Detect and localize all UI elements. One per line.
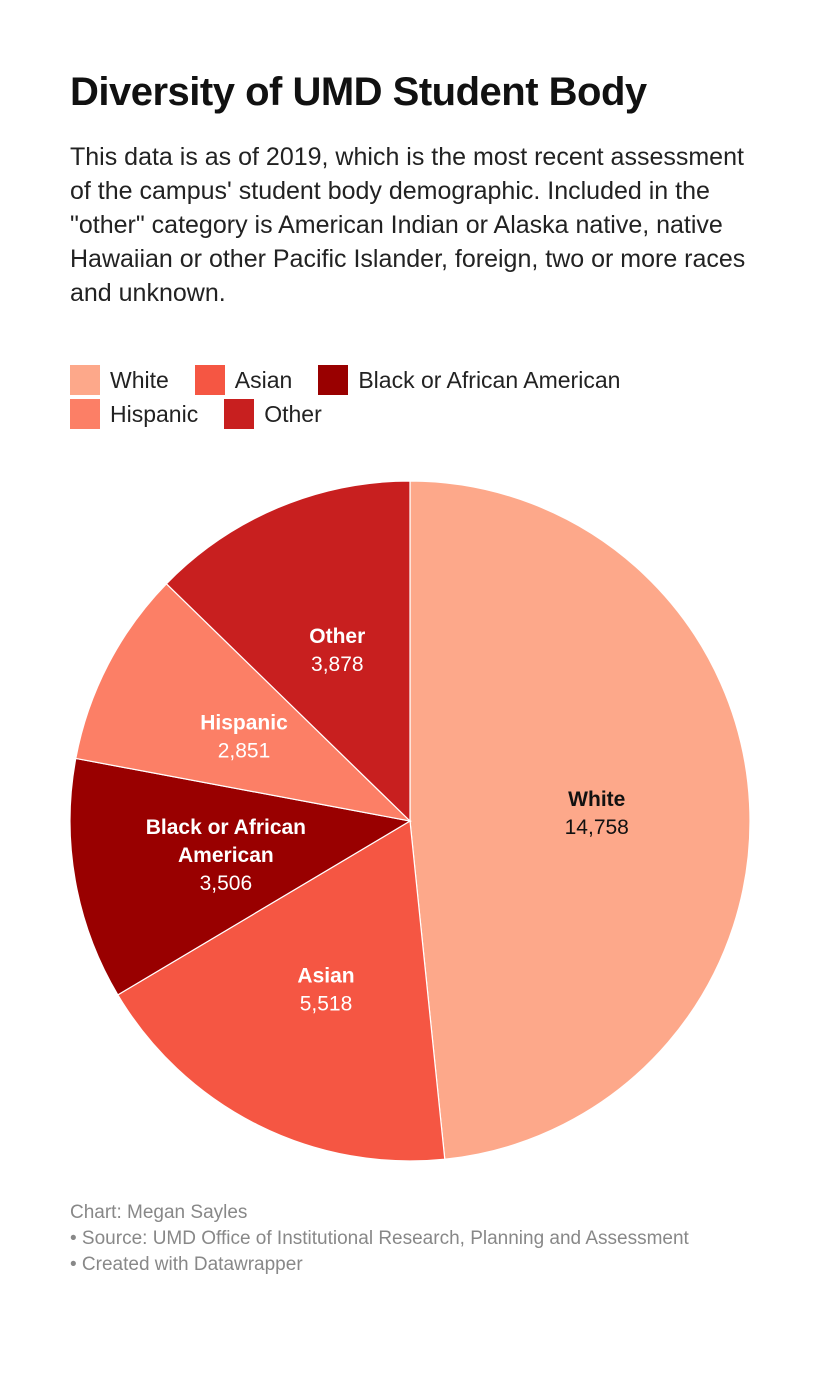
- slice-value-white: 14,758: [565, 816, 629, 839]
- chart-description: This data is as of 2019, which is the mo…: [70, 143, 746, 307]
- legend: White Asian Black or African American Hi…: [70, 363, 770, 431]
- legend-label-white: White: [110, 366, 169, 393]
- footer-source: • Source: UMD Office of Institutional Re…: [70, 1228, 689, 1249]
- slice-value-other: 3,878: [311, 653, 364, 676]
- legend-swatch-white: [70, 365, 100, 395]
- pie-slice-black: [69, 757, 412, 996]
- legend-swatch-hispanic: [70, 399, 100, 429]
- legend-row: White Asian Black or African American: [70, 363, 770, 397]
- legend-row: Hispanic Other: [70, 397, 770, 431]
- slice-label-other: Other: [309, 625, 365, 648]
- pie-slice-hispanic: [75, 582, 412, 822]
- slice-value-hispanic: 2,851: [218, 739, 271, 762]
- chart-footer: Chart: Megan Sayles • Source: UMD Office…: [70, 1200, 710, 1278]
- slice-label-asian: Asian: [297, 964, 354, 987]
- slice-label-black: Black or African: [146, 816, 306, 839]
- legend-label-asian: Asian: [234, 366, 293, 393]
- legend-item-other: Other: [224, 399, 322, 429]
- legend-item-white: White: [70, 365, 169, 395]
- chart-title: Diversity of UMD Student Body: [70, 70, 647, 114]
- legend-item-hispanic: Hispanic: [70, 399, 198, 429]
- legend-swatch-black: [318, 365, 349, 395]
- legend-item-asian: Asian: [194, 365, 293, 395]
- pie-slice-other: [165, 480, 411, 823]
- legend-label-black: Black or African American: [358, 366, 621, 393]
- slice-value-asian: 5,518: [300, 992, 353, 1015]
- pie-slice-asian: [117, 820, 446, 1162]
- legend-swatch-other: [224, 399, 255, 429]
- pie-chart: White 14,758 Asian 5,518 Black or African Ame…: [69, 480, 751, 1162]
- slice-label-hispanic: Hispanic: [200, 711, 288, 734]
- slice-label-black: American: [178, 844, 274, 867]
- legend-swatch-asian: [194, 365, 225, 395]
- legend-label-hispanic: Hispanic: [110, 400, 199, 427]
- slice-value-black: 3,506: [200, 872, 253, 895]
- footer-tool: • Created with Datawrapper: [70, 1254, 303, 1275]
- slice-label-white: White: [568, 788, 625, 811]
- pie-slice-white: [409, 480, 751, 1160]
- legend-item-black: Black or African American: [318, 365, 620, 395]
- footer-credit: Chart: Megan Sayles: [70, 1202, 248, 1223]
- legend-label-other: Other: [264, 400, 322, 427]
